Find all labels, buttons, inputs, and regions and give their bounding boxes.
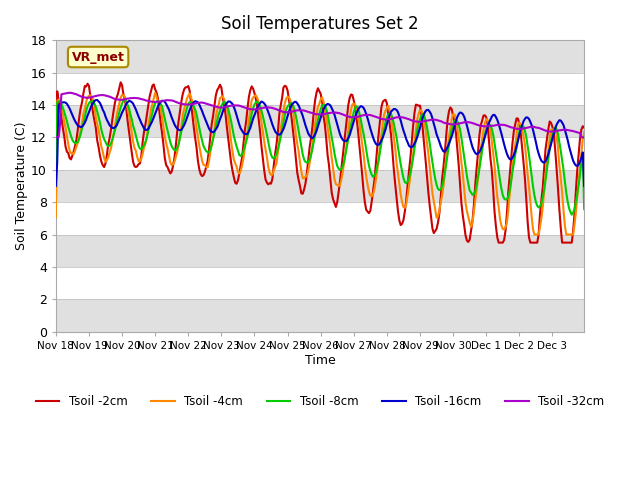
Tsoil -4cm (579, 136, 587, 142)
Bar (56, 235, 584, 267)
Tsoil -2cm (510, 128, 518, 134)
Line: Tsoil -16cm: Tsoil -16cm (56, 100, 584, 186)
Tsoil -32cm (66, 90, 74, 96)
Tsoil -8cm (121, 97, 129, 103)
Tsoil -32cm (577, 134, 585, 140)
Bar (56, 40, 584, 72)
Tsoil -32cm (509, 125, 516, 131)
Title: Soil Temperatures Set 2: Soil Temperatures Set 2 (221, 15, 419, 33)
Tsoil -16cm (86, 106, 94, 111)
Tsoil -4cm (70, 151, 77, 157)
Legend: Tsoil -2cm, Tsoil -4cm, Tsoil -8cm, Tsoil -16cm, Tsoil -32cm: Tsoil -2cm, Tsoil -4cm, Tsoil -8cm, Tsoi… (31, 390, 609, 413)
Tsoil -32cm (430, 117, 438, 122)
Tsoil -4cm (430, 199, 438, 204)
Line: Tsoil -8cm: Tsoil -8cm (56, 100, 584, 215)
Tsoil -32cm (88, 95, 95, 100)
Tsoil -16cm (509, 155, 516, 161)
Tsoil -16cm (430, 121, 438, 127)
Tsoil -16cm (577, 155, 585, 160)
Y-axis label: Soil Temperature (C): Soil Temperature (C) (15, 121, 28, 250)
X-axis label: Time: Time (305, 354, 335, 367)
Tsoil -4cm (151, 90, 159, 96)
Tsoil -4cm (531, 232, 538, 238)
Tsoil -8cm (580, 206, 588, 212)
Tsoil -4cm (86, 93, 94, 98)
Tsoil -2cm (580, 125, 588, 131)
Tsoil -16cm (52, 183, 60, 189)
Tsoil -4cm (509, 166, 516, 171)
Tsoil -2cm (495, 240, 502, 245)
Tsoil -32cm (71, 91, 79, 97)
Tsoil -8cm (509, 168, 516, 174)
Bar (56, 300, 584, 332)
Tsoil -2cm (70, 148, 77, 154)
Line: Tsoil -32cm: Tsoil -32cm (56, 93, 584, 137)
Tsoil -32cm (325, 110, 333, 116)
Tsoil -8cm (579, 150, 587, 156)
Bar (56, 105, 584, 137)
Tsoil -8cm (568, 212, 575, 217)
Tsoil -8cm (86, 99, 94, 105)
Tsoil -4cm (325, 133, 333, 139)
Bar (56, 170, 584, 202)
Tsoil -8cm (325, 119, 333, 125)
Line: Tsoil -4cm: Tsoil -4cm (56, 93, 584, 235)
Tsoil -2cm (579, 123, 587, 129)
Tsoil -8cm (430, 168, 438, 174)
Tsoil -8cm (52, 177, 60, 182)
Tsoil -4cm (580, 129, 588, 135)
Line: Tsoil -2cm: Tsoil -2cm (56, 83, 584, 242)
Text: VR_met: VR_met (72, 50, 125, 63)
Tsoil -2cm (117, 80, 125, 85)
Tsoil -8cm (70, 139, 77, 145)
Tsoil -16cm (580, 183, 588, 189)
Tsoil -32cm (580, 134, 588, 140)
Tsoil -32cm (52, 134, 60, 140)
Tsoil -16cm (325, 101, 333, 107)
Tsoil -16cm (93, 97, 101, 103)
Tsoil -2cm (52, 205, 60, 211)
Tsoil -2cm (325, 162, 333, 168)
Tsoil -2cm (86, 93, 94, 99)
Tsoil -4cm (52, 214, 60, 220)
Tsoil -2cm (430, 230, 438, 236)
Tsoil -16cm (70, 116, 77, 121)
